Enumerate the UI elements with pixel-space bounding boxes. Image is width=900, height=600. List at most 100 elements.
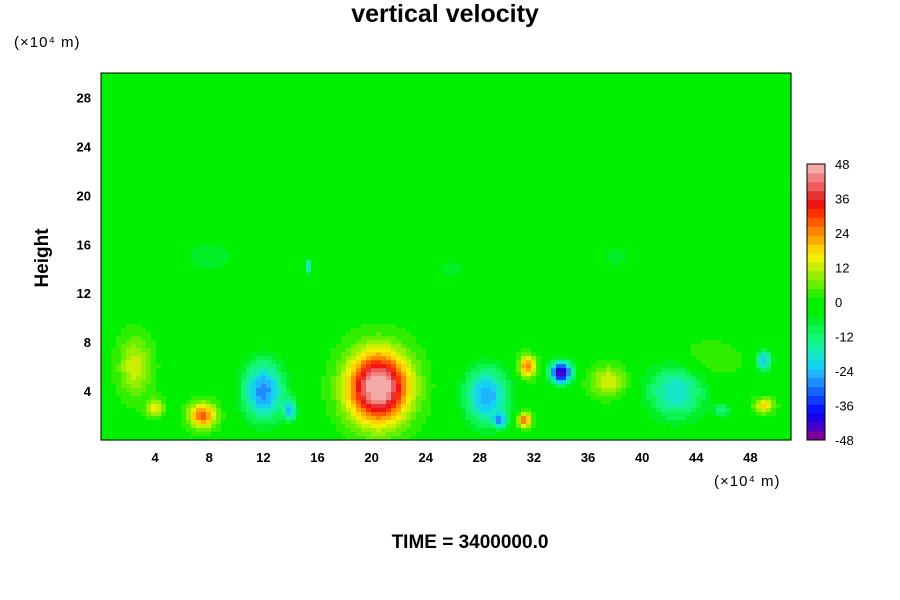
field-cell [706,80,712,86]
field-cell [661,100,667,106]
field-cell [131,140,137,146]
field-cell [281,112,287,118]
field-cell [631,168,637,174]
field-cell [176,76,182,82]
field-cell [326,136,332,142]
field-cell [231,100,237,106]
field-cell [481,180,487,186]
field-cell [596,84,602,90]
field-cell [511,204,517,210]
field-cell [511,160,517,166]
field-cell [776,160,782,166]
field-cell [201,176,207,182]
field-cell [721,196,727,202]
field-cell [456,192,462,198]
field-cell [431,160,437,166]
field-cell [286,204,292,210]
field-cell [126,144,132,150]
field-cell [311,196,317,202]
field-cell [466,108,472,114]
field-cell [691,148,697,154]
field-cell [716,108,722,114]
field-cell [211,152,217,158]
field-cell [121,200,127,206]
field-cell [531,208,537,214]
field-cell [336,92,342,98]
field-cell [661,73,667,78]
field-cell [526,164,532,170]
field-cell [181,196,187,202]
field-cell [631,120,637,126]
field-cell [416,136,422,142]
field-cell [336,152,342,158]
field-cell [486,80,492,86]
field-cell [266,100,272,106]
field-cell [261,84,267,90]
field-cell [756,144,762,150]
field-cell [786,192,792,198]
field-cell [151,192,157,198]
field-cell [481,168,487,174]
field-cell [231,192,237,198]
field-cell [256,144,262,150]
field-cell [106,88,112,94]
field-cell [356,144,362,150]
field-cell [626,128,632,134]
field-cell [461,156,467,162]
field-cell [201,104,207,110]
field-cell [756,96,762,102]
field-cell [731,92,737,98]
field-cell [241,188,247,194]
field-cell [326,100,332,106]
field-cell [166,108,172,114]
field-cell [231,108,237,114]
field-cell [786,92,792,98]
field-cell [676,196,682,202]
field-cell [296,144,302,150]
field-cell [416,156,422,162]
field-cell [761,100,767,106]
field-cell [691,100,697,106]
field-cell [166,136,172,142]
field-cell [646,100,652,106]
field-cell [266,188,272,194]
field-cell [106,128,112,134]
field-cell [511,168,517,174]
field-cell [101,148,107,154]
field-cell [551,112,557,118]
field-cell [656,196,662,202]
field-cell [101,100,107,106]
field-cell [141,208,147,214]
field-cell [586,124,592,130]
field-cell [771,120,777,126]
field-cell [271,140,277,146]
field-cell [446,73,452,78]
field-cell [696,108,702,114]
field-cell [206,92,212,98]
field-cell [451,120,457,126]
field-cell [351,96,357,102]
field-cell [171,100,177,106]
field-cell [726,152,732,158]
field-cell [401,76,407,82]
field-cell [506,104,512,110]
field-cell [301,136,307,142]
field-cell [221,124,227,130]
field-cell [536,104,542,110]
field-cell [521,116,527,122]
field-cell [251,176,257,182]
field-cell [526,200,532,206]
field-cell [671,104,677,110]
field-cell [196,168,202,174]
field-cell [601,112,607,118]
field-cell [201,160,207,166]
field-cell [396,188,402,194]
field-cell [336,160,342,166]
field-cell [186,92,192,98]
field-cell [711,164,717,170]
field-cell [481,132,487,138]
field-cell [411,164,417,170]
field-cell [146,184,152,190]
field-cell [146,192,152,198]
